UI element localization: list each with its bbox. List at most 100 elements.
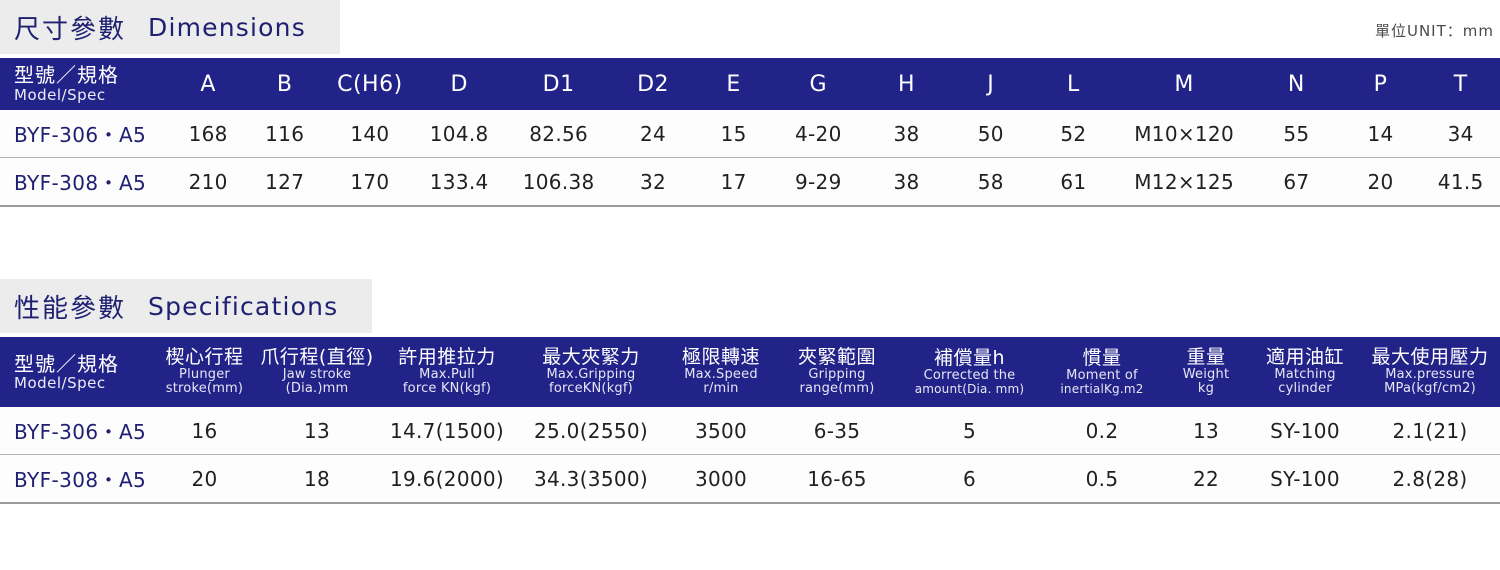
dimensions-col-b: B — [242, 58, 327, 110]
dimensions-row1-b: 127 — [242, 157, 327, 207]
header-en2: kg — [1197, 381, 1215, 397]
dimensions-row1-a: 210 — [173, 157, 243, 207]
header-en1: Plunger — [179, 367, 230, 383]
dimensions-row0-e: 15 — [693, 110, 774, 158]
header-en1: Max.Pull — [419, 367, 475, 383]
dimensions-row0-b: 116 — [242, 110, 327, 158]
specifications-row0-corrected-amount: 5 — [897, 407, 1042, 455]
header-cn: 楔心行程 — [165, 346, 244, 369]
header-en2: r/min — [703, 381, 739, 397]
dimensions-row1-l: 61 — [1031, 157, 1116, 207]
dimensions-col-j: J — [949, 58, 1032, 110]
specifications-row1-max-gripping-force: 34.3(3500) — [517, 454, 665, 504]
dimensions-row1-d: 133.4 — [413, 157, 506, 207]
specifications-row0-max-gripping-force: 25.0(2550) — [517, 407, 665, 455]
header-en2: cylinder — [1278, 381, 1332, 397]
specifications-title-cn: 性能參數 — [14, 293, 127, 324]
header-en2: forceKN(kgf) — [549, 381, 633, 397]
dimensions-header-row: 型號／規格 Model/Spec A B C(H6) D D1 D2 E G H… — [0, 58, 1500, 110]
dimensions-col-m: M — [1115, 58, 1253, 110]
dimensions-table: 型號／規格 Model/Spec A B C(H6) D D1 D2 E G H… — [0, 58, 1500, 207]
header-en2: amount(Dia. mm) — [914, 382, 1025, 396]
specifications-row1-plunger-stroke: 20 — [152, 454, 257, 504]
specifications-col-max-pull-force: 許用推拉力 Max.Pull force KN(kgf) — [377, 337, 517, 407]
specifications-row1-moment-of-inertia: 0.5 — [1042, 454, 1162, 504]
header-en1: Moment of — [1066, 367, 1138, 383]
dimensions-col-p: P — [1339, 58, 1422, 110]
dimensions-row1-c: 170 — [326, 157, 414, 207]
dimensions-col-d: D — [413, 58, 506, 110]
specifications-title: 性能參數 Specifications — [0, 279, 373, 333]
header-cn: 適用油缸 — [1265, 346, 1344, 369]
dimensions-row1-d1: 106.38 — [505, 157, 613, 207]
specifications-row1-model: BYF-308・A5 — [0, 454, 152, 504]
dimensions-col-e: E — [693, 58, 774, 110]
dimensions-col-t: T — [1421, 58, 1500, 110]
table-row: BYF-306・A5 168 116 140 104.8 82.56 24 15… — [0, 110, 1500, 158]
dimensions-row0-m: M10×120 — [1115, 110, 1253, 158]
dimensions-header-model: 型號／規格 Model/Spec — [0, 58, 174, 110]
specifications-col-corrected-amount: 補償量h Corrected the amount(Dia. mm) — [897, 337, 1042, 407]
dimensions-row0-l: 52 — [1031, 110, 1116, 158]
dimensions-row0-a: 168 — [173, 110, 243, 158]
specifications-row0-weight: 13 — [1162, 407, 1250, 455]
specifications-row0-plunger-stroke: 16 — [152, 407, 257, 455]
dimensions-row0-p: 14 — [1339, 110, 1422, 158]
specifications-row1-max-pressure: 2.8(28) — [1360, 454, 1500, 504]
specifications-col-gripping-range: 夾緊範圍 Gripping range(mm) — [777, 337, 897, 407]
header-en1: Corrected the — [923, 367, 1016, 383]
specifications-row0-jaw-stroke: 13 — [257, 407, 377, 455]
dimensions-col-c: C(H6) — [326, 58, 414, 110]
header-cn: 最大使用壓力 — [1371, 346, 1489, 369]
header-en2: (Dia.)mm — [285, 381, 349, 397]
specifications-row0-moment-of-inertia: 0.2 — [1042, 407, 1162, 455]
specifications-row0-model: BYF-306・A5 — [0, 407, 152, 455]
table-row: BYF-306・A5 16 13 14.7(1500) 25.0(2550) 3… — [0, 407, 1500, 455]
dimensions-col-l: L — [1031, 58, 1116, 110]
specifications-title-en: Specifications — [148, 291, 339, 321]
header-cn: 極限轉速 — [681, 346, 760, 369]
dimensions-row1-d2: 32 — [612, 157, 694, 207]
dimensions-title-band: 尺寸參數 Dimensions 單位UNIT：mm — [0, 0, 1500, 58]
dimensions-row1-n: 67 — [1252, 157, 1340, 207]
header-en2: stroke(mm) — [165, 381, 244, 397]
table-row: BYF-308・A5 20 18 19.6(2000) 34.3(3500) 3… — [0, 454, 1500, 504]
dimensions-row0-t: 34 — [1421, 110, 1500, 158]
header-en1: Max.pressure — [1385, 367, 1475, 383]
header-en2: range(mm) — [799, 381, 875, 397]
table-row: BYF-308・A5 210 127 170 133.4 106.38 32 1… — [0, 157, 1500, 207]
header-cn: 爪行程(直徑) — [260, 346, 374, 369]
dimensions-row0-h: 38 — [863, 110, 950, 158]
specifications-col-jaw-stroke: 爪行程(直徑) Jaw stroke (Dia.)mm — [257, 337, 377, 407]
dimensions-col-d1: D1 — [505, 58, 613, 110]
dimensions-header-model-cn: 型號／規格 — [14, 63, 119, 88]
dimensions-row0-c: 140 — [326, 110, 414, 158]
specifications-col-max-speed: 極限轉速 Max.Speed r/min — [665, 337, 777, 407]
specifications-row0-gripping-range: 6-35 — [777, 407, 897, 455]
specifications-col-weight: 重量 Weight kg — [1162, 337, 1250, 407]
dimensions-row1-model: BYF-308・A5 — [0, 157, 174, 207]
specifications-header-model-en: Model/Spec — [14, 373, 106, 392]
dimensions-row0-g: 4-20 — [773, 110, 864, 158]
header-en1: Jaw stroke — [282, 367, 352, 383]
specifications-row0-max-pressure: 2.1(21) — [1360, 407, 1500, 455]
dimensions-title: 尺寸參數 Dimensions — [0, 0, 340, 54]
specifications-row0-max-speed: 3500 — [665, 407, 777, 455]
dimensions-row0-j: 50 — [949, 110, 1032, 158]
dimensions-title-en: Dimensions — [148, 12, 306, 42]
dimensions-row1-g: 9-29 — [773, 157, 864, 207]
header-en2: force KN(kgf) — [402, 381, 492, 397]
dimensions-row1-t: 41.5 — [1421, 157, 1500, 207]
header-en2: MPa(kgf/cm2) — [1384, 381, 1476, 397]
dimensions-row0-d1: 82.56 — [505, 110, 613, 158]
header-en1: Max.Speed — [684, 367, 758, 383]
header-cn: 許用推拉力 — [398, 346, 496, 369]
unit-note: 單位UNIT：mm — [1374, 22, 1494, 40]
specifications-col-max-gripping-force: 最大夾緊力 Max.Gripping forceKN(kgf) — [517, 337, 665, 407]
header-cn: 重量 — [1186, 346, 1226, 369]
dimensions-col-d2: D2 — [612, 58, 694, 110]
specifications-table: 型號／規格 Model/Spec 楔心行程 Plunger stroke(mm)… — [0, 337, 1500, 504]
header-en1: Gripping — [808, 367, 866, 383]
specifications-header-model: 型號／規格 Model/Spec — [0, 337, 152, 407]
specifications-row0-matching-cylinder: SY-100 — [1250, 407, 1360, 455]
